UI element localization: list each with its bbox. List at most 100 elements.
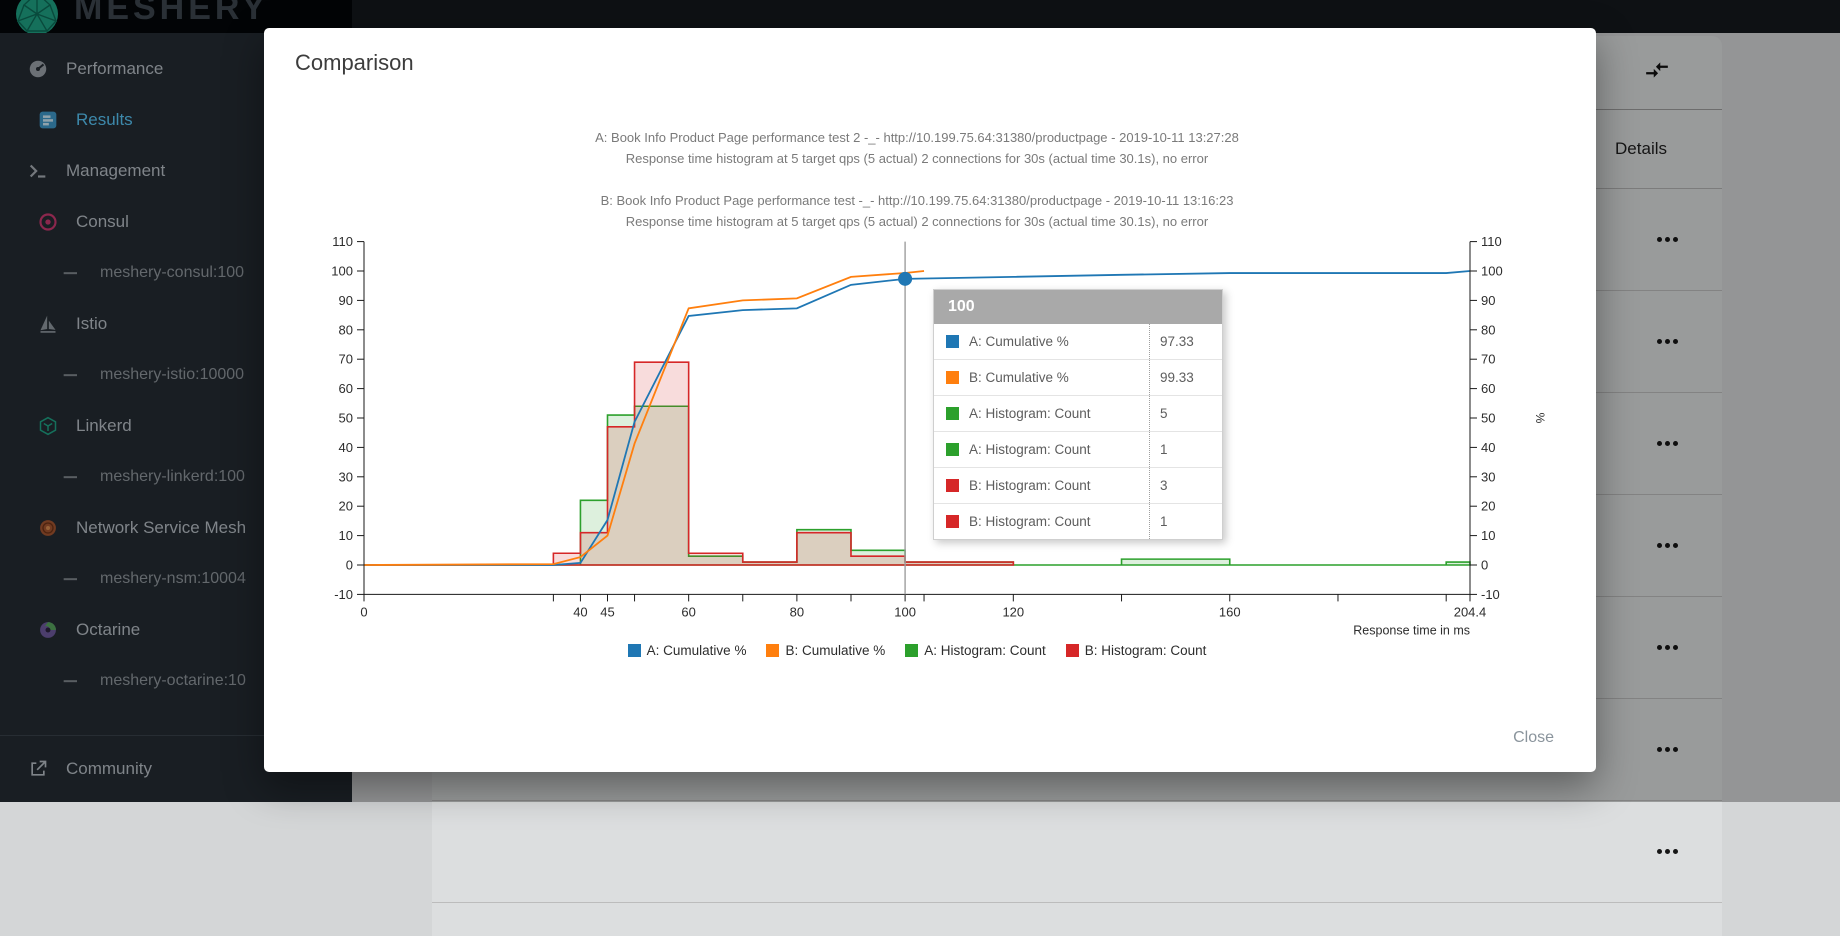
svg-text:50: 50 [1481, 411, 1495, 426]
series-swatch-icon [946, 515, 959, 528]
tooltip-row: A: Cumulative % 97.33 [934, 324, 1222, 360]
svg-text:60: 60 [339, 381, 353, 396]
meshery-logo: MESHERY [0, 0, 352, 33]
svg-text:120: 120 [1002, 604, 1024, 619]
svg-text:110: 110 [1481, 234, 1502, 249]
more-options-icon[interactable] [1657, 237, 1678, 242]
sidebar-item-meshery-consul-100[interactable]: meshery-consul:100 [0, 247, 352, 298]
svg-text:-10: -10 [334, 587, 353, 602]
sidebar-item-meshery-octarine-10[interactable]: meshery-octarine:10 [0, 655, 352, 706]
gauge-icon [24, 58, 52, 80]
svg-text:204.4: 204.4 [1454, 604, 1487, 619]
tooltip-series-label: A: Histogram: Count [969, 442, 1091, 457]
svg-text:40: 40 [1481, 440, 1495, 455]
svg-text:80: 80 [339, 322, 353, 337]
svg-text:70: 70 [1481, 352, 1495, 367]
sidebar-item-label: meshery-octarine:10 [100, 671, 246, 689]
sidebar-item-management[interactable]: Management [0, 145, 352, 196]
comparison-chart[interactable]: 110 110 100 100 90 90 80 80 70 70 60 60 50 50 40 40 30 30… [328, 228, 1568, 688]
svg-text:Response time in ms: Response time in ms [1353, 623, 1470, 637]
series-swatch-icon [946, 335, 959, 348]
sidebar-item-label: Results [76, 109, 133, 129]
sidebar-item-label: meshery-nsm:10004 [100, 569, 246, 587]
legend-swatch-icon [627, 644, 641, 657]
sidebar-item-label: Community [66, 759, 152, 778]
svg-text:40: 40 [339, 440, 353, 455]
tooltip-series-label: A: Cumulative % [969, 334, 1069, 349]
meshery-sphere-icon [14, 0, 60, 33]
tooltip-series-value: 1 [1149, 432, 1222, 467]
svg-text:70: 70 [339, 352, 353, 367]
legend-item[interactable]: B: Cumulative % [766, 643, 885, 658]
legend-label: B: Histogram: Count [1084, 643, 1207, 658]
svg-text:20: 20 [339, 499, 353, 514]
legend-label: A: Cumulative % [646, 643, 747, 658]
svg-text:100: 100 [894, 604, 916, 619]
dash-icon [58, 467, 86, 487]
series-swatch-icon [946, 407, 959, 420]
sidebar-item-label: meshery-linkerd:100 [100, 467, 245, 485]
svg-text:30: 30 [339, 469, 353, 484]
tooltip-row: A: Histogram: Count 1 [934, 432, 1222, 468]
sidebar-item-performance[interactable]: Performance [0, 43, 352, 94]
svg-text:20: 20 [1481, 499, 1495, 514]
external-link-icon [24, 759, 52, 779]
svg-text:90: 90 [339, 293, 353, 308]
more-options-icon[interactable] [1657, 849, 1678, 854]
sidebar-item-octarine[interactable]: Octarine [0, 604, 352, 655]
more-options-icon[interactable] [1657, 339, 1678, 344]
more-options-icon[interactable] [1657, 747, 1678, 752]
svg-text:80: 80 [790, 604, 804, 619]
close-button[interactable]: Close [1507, 728, 1560, 748]
svg-text:100: 100 [331, 264, 353, 279]
more-options-icon[interactable] [1657, 543, 1678, 548]
sidebar-item-meshery-nsm-10004[interactable]: meshery-nsm:10004 [0, 553, 352, 604]
legend-label: A: Histogram: Count [924, 643, 1046, 658]
sidebar-item-label: Octarine [76, 619, 141, 639]
sidebar-item-results[interactable]: Results [0, 94, 352, 145]
dash-icon [58, 671, 86, 691]
sidebar-item-meshery-istio-10000[interactable]: meshery-istio:10000 [0, 349, 352, 400]
sidebar-item-community[interactable]: Community [0, 735, 352, 802]
tooltip-series-label: B: Histogram: Count [969, 478, 1091, 493]
chart-subtitles: A: Book Info Product Page performance te… [364, 128, 1470, 254]
tooltip-row: B: Histogram: Count 3 [934, 468, 1222, 504]
legend-item[interactable]: A: Histogram: Count [905, 643, 1046, 658]
legend-item[interactable]: B: Histogram: Count [1065, 643, 1207, 658]
series-swatch-icon [946, 371, 959, 384]
tooltip-row: A: Histogram: Count 5 [934, 396, 1222, 432]
svg-text:50: 50 [339, 411, 353, 426]
tooltip-series-value: 1 [1149, 504, 1222, 539]
more-options-icon[interactable] [1657, 645, 1678, 650]
svg-text:%: % [1533, 413, 1547, 424]
dash-icon [58, 569, 86, 589]
consul-icon [34, 212, 62, 232]
sidebar-item-meshery-linkerd-100[interactable]: meshery-linkerd:100 [0, 451, 352, 502]
svg-text:100: 100 [1481, 264, 1503, 279]
chart-tooltip: 100 A: Cumulative % 97.33 B: Cumulative % 9… [933, 289, 1223, 540]
dash-icon [58, 365, 86, 385]
more-options-icon[interactable] [1657, 441, 1678, 446]
result-row [432, 801, 1722, 903]
sidebar-item-network-service-mesh[interactable]: Network Service Mesh [0, 502, 352, 553]
sidebar-item-label: Consul [76, 211, 129, 231]
test-b-title: B: Book Info Product Page performance te… [600, 193, 1234, 208]
compare-arrows-icon[interactable] [1644, 57, 1670, 88]
test-b-subtitle: Response time histogram at 5 target qps … [625, 213, 1209, 229]
legend-swatch-icon [905, 644, 919, 657]
sidebar-item-label: Network Service Mesh [76, 517, 247, 537]
linkerd-icon [34, 416, 62, 436]
tooltip-row: B: Cumulative % 99.33 [934, 360, 1222, 396]
svg-text:0: 0 [1481, 558, 1488, 573]
sidebar-item-label: Performance [66, 58, 164, 78]
octarine-icon [34, 620, 62, 640]
tooltip-series-value: 99.33 [1149, 360, 1222, 395]
sidebar-item-linkerd[interactable]: Linkerd [0, 400, 352, 451]
sidebar-item-istio[interactable]: Istio [0, 298, 352, 349]
svg-text:-10: -10 [1481, 587, 1500, 602]
sidebar-item-consul[interactable]: Consul [0, 196, 352, 247]
svg-text:80: 80 [1481, 322, 1495, 337]
terminal-icon [24, 160, 52, 182]
legend-item[interactable]: A: Cumulative % [627, 643, 747, 658]
tooltip-series-label: B: Cumulative % [969, 370, 1069, 385]
